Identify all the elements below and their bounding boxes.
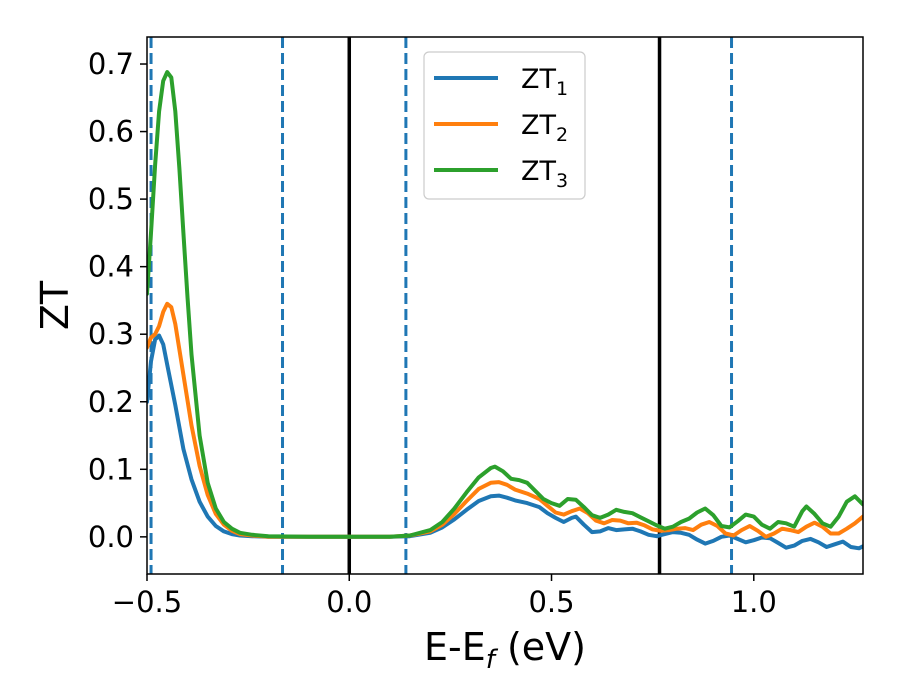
series-line-zt2 [147, 301, 863, 539]
y-axis-label: ZT [33, 280, 77, 330]
y-tick-label: 0.7 [88, 47, 134, 81]
y-tick-label: 0.1 [88, 452, 134, 486]
plot-area [147, 37, 863, 574]
legend: ZT1 ZT2 ZT3 [423, 51, 586, 200]
y-tick-label: 0.4 [88, 250, 134, 284]
y-tick-label: 0.2 [88, 385, 134, 419]
x-tick-label: 1.0 [731, 585, 777, 619]
y-tick-label: 0.5 [88, 182, 134, 216]
y-tick-label: 0.0 [88, 520, 134, 554]
series-line-zt3 [147, 70, 863, 539]
axes: −0.5 0.0 0.5 1.0 0.0 0.1 0.2 0.3 0.4 0.5 0.6 0.7 E-E… [33, 36, 864, 675]
legend-box [423, 51, 586, 200]
series-line-zt1 [147, 333, 863, 551]
legend-label-zt1: ZT1 [521, 64, 568, 100]
legend-label-zt2: ZT2 [521, 110, 568, 146]
x-axis-label: E-Ef (eV) [424, 625, 586, 675]
x-tick-label: −0.5 [112, 585, 182, 619]
x-tick-label: 0.5 [528, 585, 574, 619]
legend-label-zt3: ZT3 [521, 156, 568, 192]
y-tick-label: 0.3 [88, 317, 134, 351]
x-tick-label: 0.0 [326, 585, 372, 619]
y-tick-label: 0.6 [88, 115, 134, 149]
plot-frame [146, 36, 864, 575]
